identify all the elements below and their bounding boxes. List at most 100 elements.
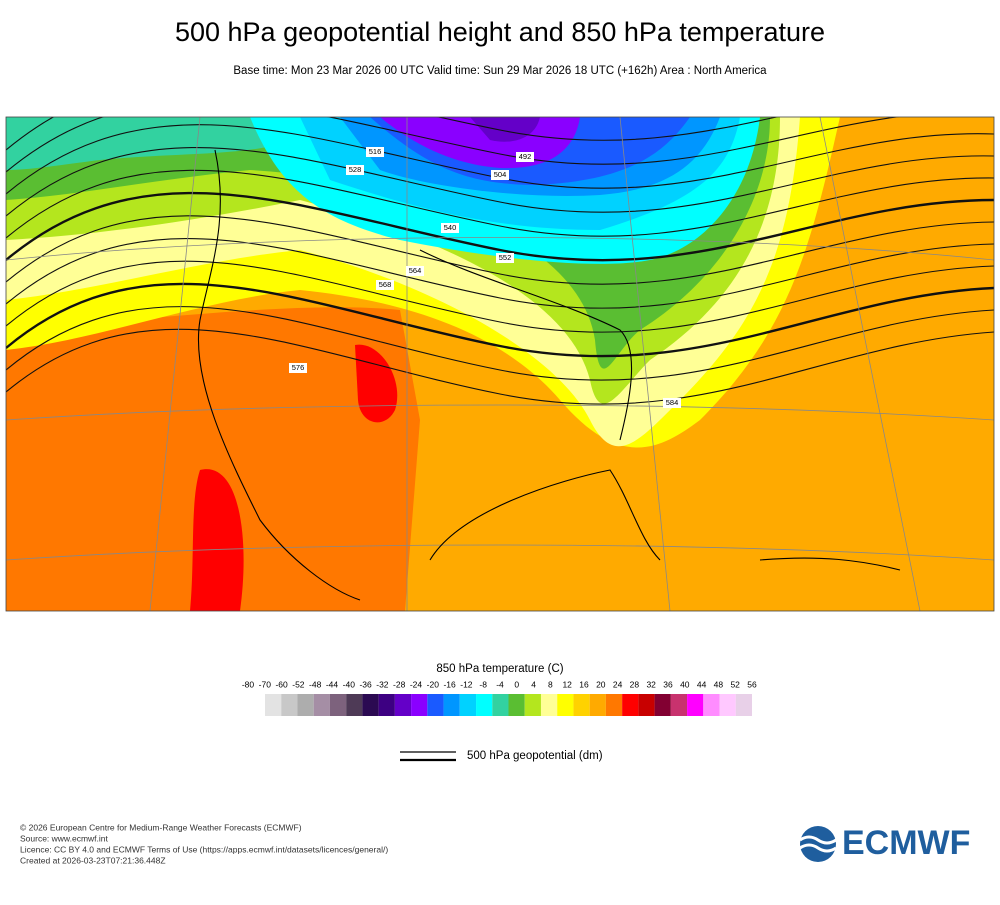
colorbar-tick-label: 32 (646, 679, 656, 689)
footer-line: Licence: CC BY 4.0 and ECMWF Terms of Us… (20, 844, 388, 854)
colorbar-box (427, 694, 444, 716)
contour-label: 564 (409, 266, 422, 275)
colorbar-box (476, 694, 493, 716)
colorbar-box (443, 694, 460, 716)
colorbar-box (573, 694, 590, 716)
colorbar-box (638, 694, 655, 716)
colorbar-box (313, 694, 330, 716)
colorbar-tick-label: -32 (376, 679, 389, 689)
colorbar-box (378, 694, 395, 716)
colorbar-tick-label: -44 (326, 679, 339, 689)
colorbar-box (719, 694, 736, 716)
colorbar-tick-label: 12 (562, 679, 572, 689)
colorbar-box (524, 694, 541, 716)
contour-label: 584 (666, 398, 679, 407)
contour-label: 576 (292, 363, 305, 372)
colorbar-tick-label: -48 (309, 679, 322, 689)
colorbar-tick-label: 36 (663, 679, 673, 689)
colorbar-tick-label: 24 (613, 679, 623, 689)
contour (6, 117, 901, 173)
colorbar-tick-label: -36 (359, 679, 372, 689)
contour-label: 540 (444, 223, 457, 232)
colorbar-box (589, 694, 606, 716)
line-legend-label: 500 hPa geopotential (dm) (467, 750, 603, 762)
contour-label-bg (289, 363, 307, 373)
colorbar-tick-label: 0 (514, 679, 519, 689)
contour (6, 191, 994, 262)
colorbar-tick-label: -4 (496, 679, 504, 689)
colorbar-box (297, 694, 314, 716)
colorbar-tick-label: -52 (292, 679, 305, 689)
colorbar-tick-label: 20 (596, 679, 606, 689)
colorbar-box (394, 694, 412, 716)
footer-line: Source: www.ecmwf.int (20, 833, 108, 843)
logo-symbol (799, 826, 837, 862)
contour-label-bg (516, 152, 534, 162)
contour-label-bg (366, 147, 384, 157)
contour (6, 260, 994, 333)
contour (6, 237, 994, 309)
contour-label-bg (346, 165, 364, 175)
colorbar-tick-label: 56 (747, 679, 757, 689)
contour (6, 117, 779, 151)
colorbar-tick-label: -24 (410, 679, 423, 689)
contour (6, 282, 994, 358)
colorbar-tick-label: -16 (443, 679, 456, 689)
contour (6, 146, 994, 217)
contour (6, 306, 994, 381)
colorbar-box (540, 694, 558, 716)
contour (6, 215, 994, 285)
colorbar-tick-label: -60 (275, 679, 288, 689)
colorbar-box (622, 694, 639, 716)
colorbar-tick-label: 44 (697, 679, 707, 689)
colorbar-box (687, 694, 704, 716)
colorbar-tick-label: -40 (343, 679, 356, 689)
colorbar-box (265, 694, 282, 716)
colorbar-box (362, 694, 379, 716)
colorbar-tick-label: 8 (548, 679, 553, 689)
colorbar-box (411, 694, 428, 716)
colorbar-box (670, 694, 688, 716)
contour-label-bg (491, 170, 509, 180)
colorbar-tick-label: 48 (714, 679, 724, 689)
contour-label-bg (496, 253, 514, 263)
colorbar-tick-label: 40 (680, 679, 690, 689)
contour-label-bg (406, 266, 424, 276)
colorbar-tick-label: 52 (730, 679, 740, 689)
contour-label: 504 (494, 170, 507, 179)
colorbar-box (557, 694, 574, 716)
contour-label: 516 (369, 147, 382, 156)
colorbar-box (508, 694, 525, 716)
colorbar-tick-label: -20 (427, 679, 440, 689)
map: 492 504 516 528 540 552 564 568 576 584 (6, 117, 994, 611)
colorbar-box (329, 694, 347, 716)
colorbar-box (492, 694, 509, 716)
colorbar-box (459, 694, 477, 716)
colorbar-box (605, 694, 623, 716)
colorbar-box (281, 694, 298, 716)
title: 500 hPa geopotential height and 850 hPa … (175, 17, 825, 47)
colorbar-tick-label: 4 (531, 679, 536, 689)
footer-line: Created at 2026-03-23T07:21:36.448Z (20, 855, 166, 865)
colorbar-tick-label: 28 (630, 679, 640, 689)
colorbar-title: 850 hPa temperature (C) (436, 663, 563, 675)
colorbar-box (654, 694, 671, 716)
colorbar-tick-label: -80 (242, 679, 255, 689)
colorbar-tick-label: 16 (579, 679, 589, 689)
contour-label-bg (441, 223, 459, 233)
colorbar-tick-label: -70 (259, 679, 272, 689)
colorbar-box (346, 694, 363, 716)
colorbar-box (703, 694, 720, 716)
colorbar-box (735, 694, 752, 716)
contour-label: 528 (349, 165, 362, 174)
contour-label-bg (376, 280, 394, 290)
logo-text: ECMWF (842, 824, 970, 862)
contour (6, 328, 994, 405)
contour-label: 568 (379, 280, 392, 289)
colorbar-tick-label: -12 (460, 679, 473, 689)
subtitle: Base time: Mon 23 Mar 2026 00 UTC Valid … (233, 65, 767, 77)
colorbar-tick-label: -28 (393, 679, 406, 689)
contour-label-bg (663, 398, 681, 408)
